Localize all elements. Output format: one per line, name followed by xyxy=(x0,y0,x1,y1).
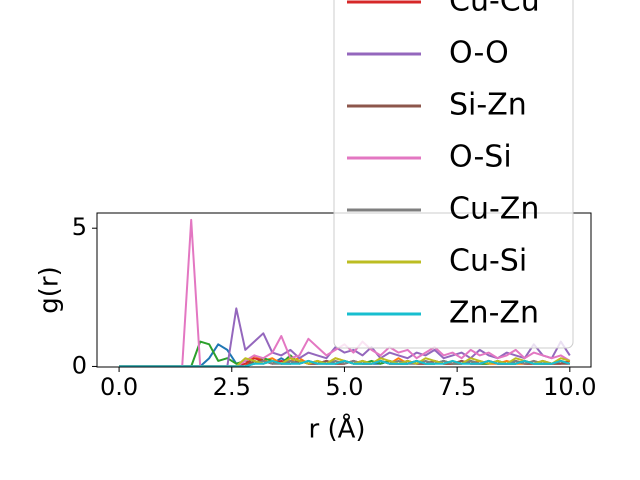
legend-label: Zn-Zn xyxy=(449,296,539,331)
legend-label: O-Si xyxy=(449,140,512,175)
series-line xyxy=(119,357,571,368)
x-tick-label: 5.0 xyxy=(325,373,363,401)
y-axis-label: g(r) xyxy=(35,266,65,313)
series-line xyxy=(119,359,571,368)
x-tick-label: 7.5 xyxy=(438,373,476,401)
x-tick-label: 10.0 xyxy=(543,373,596,401)
legend-label: Cu-Zn xyxy=(449,192,539,227)
y-tick-label: 5 xyxy=(72,213,87,241)
y-tick-label: 0 xyxy=(72,351,87,379)
x-axis-label: r (Å) xyxy=(308,413,365,445)
x-tick-label: 0.0 xyxy=(100,373,138,401)
legend-label: Cu-Si xyxy=(449,244,527,279)
legend-label: Si-Zn xyxy=(449,88,527,123)
legend-label: O-O xyxy=(449,36,509,71)
legend-label: Cu-Cu xyxy=(449,0,540,19)
x-tick-label: 2.5 xyxy=(213,373,251,401)
